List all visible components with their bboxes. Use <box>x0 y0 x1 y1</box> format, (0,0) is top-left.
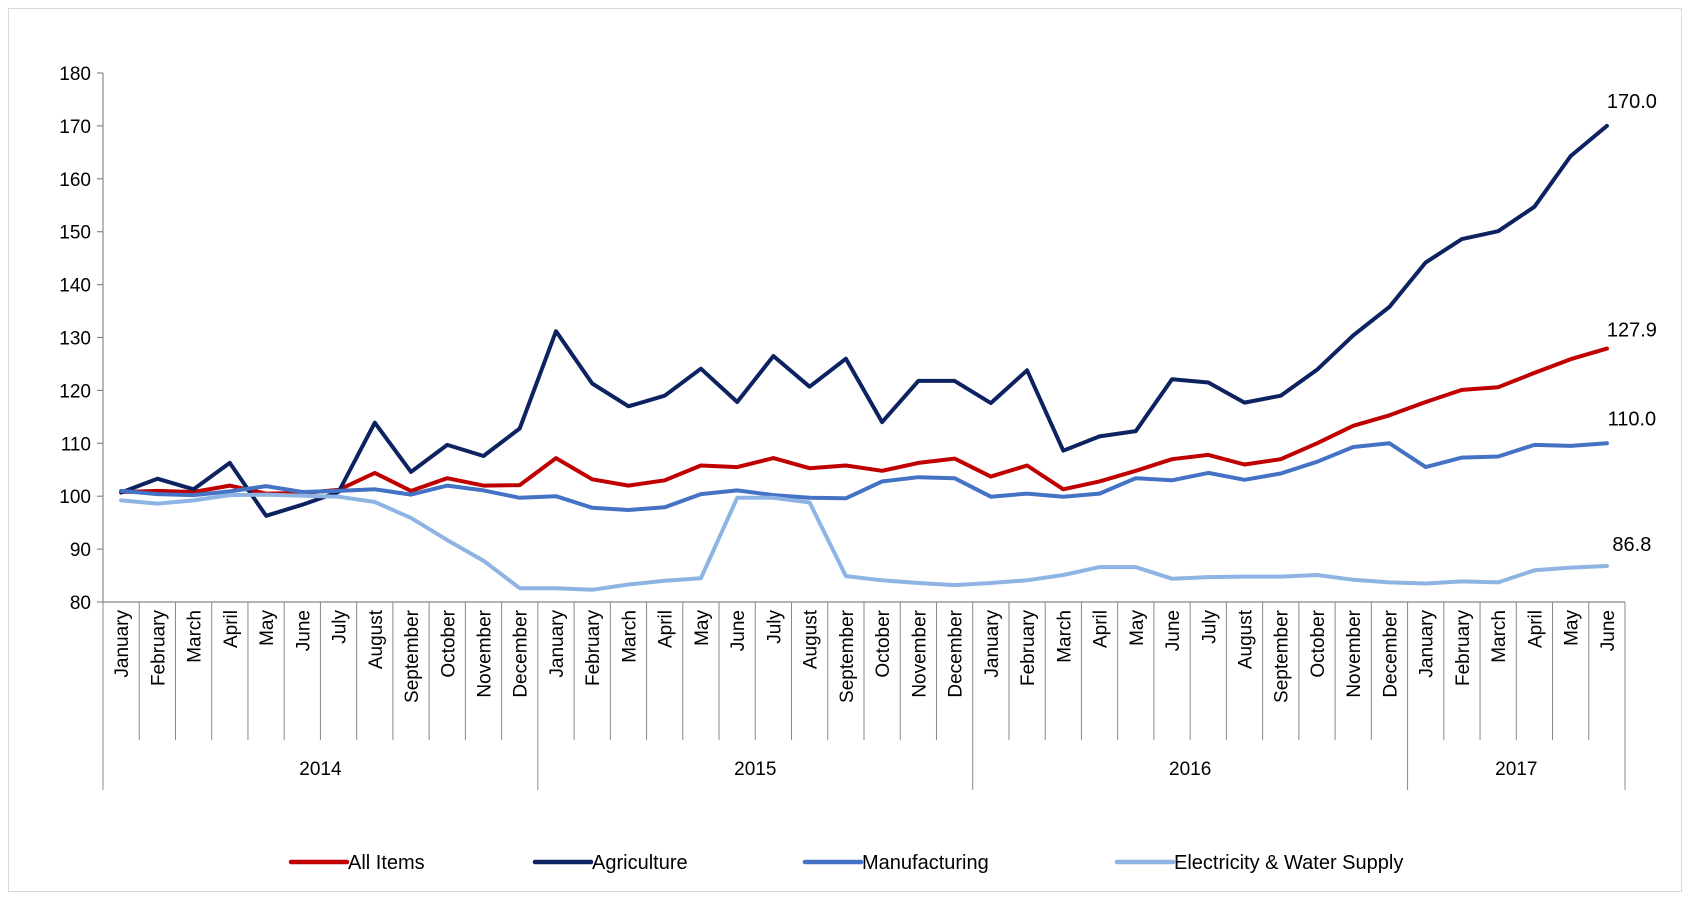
legend-label: All Items <box>348 852 425 874</box>
y-tick-label: 130 <box>59 329 91 350</box>
year-label: 2014 <box>299 759 342 780</box>
y-axis: 80 90 100 110 120 130 140 150 160 170 180 <box>59 64 104 614</box>
x-tick-label: July <box>330 610 351 644</box>
x-tick-label: February <box>1453 610 1474 687</box>
series-layer: 127.9 170.0 110.0 86.8 <box>119 91 1657 592</box>
end-value-label: 170.0 <box>1607 91 1657 113</box>
y-tick-label: 110 <box>61 434 91 455</box>
y-tick-label: 160 <box>59 170 91 191</box>
x-tick-label: August <box>1236 609 1257 669</box>
year-label: 2017 <box>1495 759 1537 780</box>
x-tick-label: November <box>475 609 496 697</box>
x-tick-label: December <box>1380 609 1401 697</box>
y-tick-label: 140 <box>59 276 91 297</box>
series-line <box>119 346 1609 496</box>
series-line <box>119 441 1609 512</box>
x-tick-label: October <box>873 609 894 677</box>
legend-label: Electricity & Water Supply <box>1174 852 1403 874</box>
x-tick-label: November <box>1344 609 1365 697</box>
x-tick-label: March <box>1489 610 1510 663</box>
x-tick-label: September <box>1272 609 1293 703</box>
x-tick-label: April <box>1091 610 1112 648</box>
end-value-label: 110.0 <box>1608 408 1657 430</box>
x-tick-label: June <box>728 610 749 651</box>
x-tick-label: May <box>1562 610 1583 646</box>
x-tick-label: January <box>982 610 1003 678</box>
end-value-label: 127.9 <box>1607 320 1657 342</box>
x-tick-label: April <box>221 610 242 648</box>
y-tick-label: 150 <box>59 223 91 244</box>
y-tick-label: 170 <box>59 117 91 138</box>
y-tick-label: 80 <box>70 593 91 614</box>
x-tick-label: June <box>293 610 314 651</box>
x-tick-label: July <box>764 610 785 644</box>
legend-label: Agriculture <box>592 852 688 874</box>
x-tick-label: January <box>112 610 133 678</box>
x-tick-label: December <box>946 609 967 697</box>
x-tick-label: February <box>148 610 169 687</box>
x-axis: January February March April May June July Augu… <box>102 601 1626 790</box>
x-tick-label: May <box>1127 610 1148 646</box>
legend-label: Manufacturing <box>862 852 989 874</box>
x-tick-label: February <box>1018 610 1039 687</box>
x-tick-label: January <box>547 610 568 678</box>
x-tick-label: June <box>1163 610 1184 651</box>
x-tick-label: June <box>1598 610 1619 651</box>
year-label: 2016 <box>1169 759 1211 780</box>
x-tick-label: March <box>619 610 640 663</box>
x-tick-label: August <box>801 609 822 669</box>
x-tick-label: April <box>656 610 677 648</box>
x-tick-label: December <box>511 609 532 697</box>
y-tick-label: 100 <box>59 487 91 508</box>
x-tick-label: October <box>438 609 459 677</box>
x-tick-label: November <box>909 609 930 697</box>
y-tick-label: 90 <box>70 540 91 561</box>
x-tick-label: May <box>257 610 278 646</box>
x-tick-label: March <box>185 610 206 663</box>
x-tick-label: May <box>692 610 713 646</box>
x-tick-label: July <box>1199 610 1220 644</box>
x-tick-label: January <box>1417 610 1438 678</box>
y-tick-label: 120 <box>59 381 91 402</box>
x-tick-label: October <box>1308 609 1329 677</box>
series-line <box>119 123 1609 518</box>
x-tick-label: August <box>366 609 387 669</box>
x-tick-label: September <box>837 609 858 703</box>
legend: All Items Agriculture Manufacturing Electri… <box>288 852 1403 874</box>
year-label: 2015 <box>734 759 776 780</box>
x-tick-label: April <box>1525 610 1546 648</box>
y-tick-label: 180 <box>59 64 91 85</box>
x-tick-label: March <box>1054 610 1075 663</box>
x-tick-label: September <box>402 609 423 703</box>
series-line <box>119 492 1609 592</box>
end-value-label: 86.8 <box>1612 534 1651 556</box>
x-tick-label: February <box>583 610 604 687</box>
